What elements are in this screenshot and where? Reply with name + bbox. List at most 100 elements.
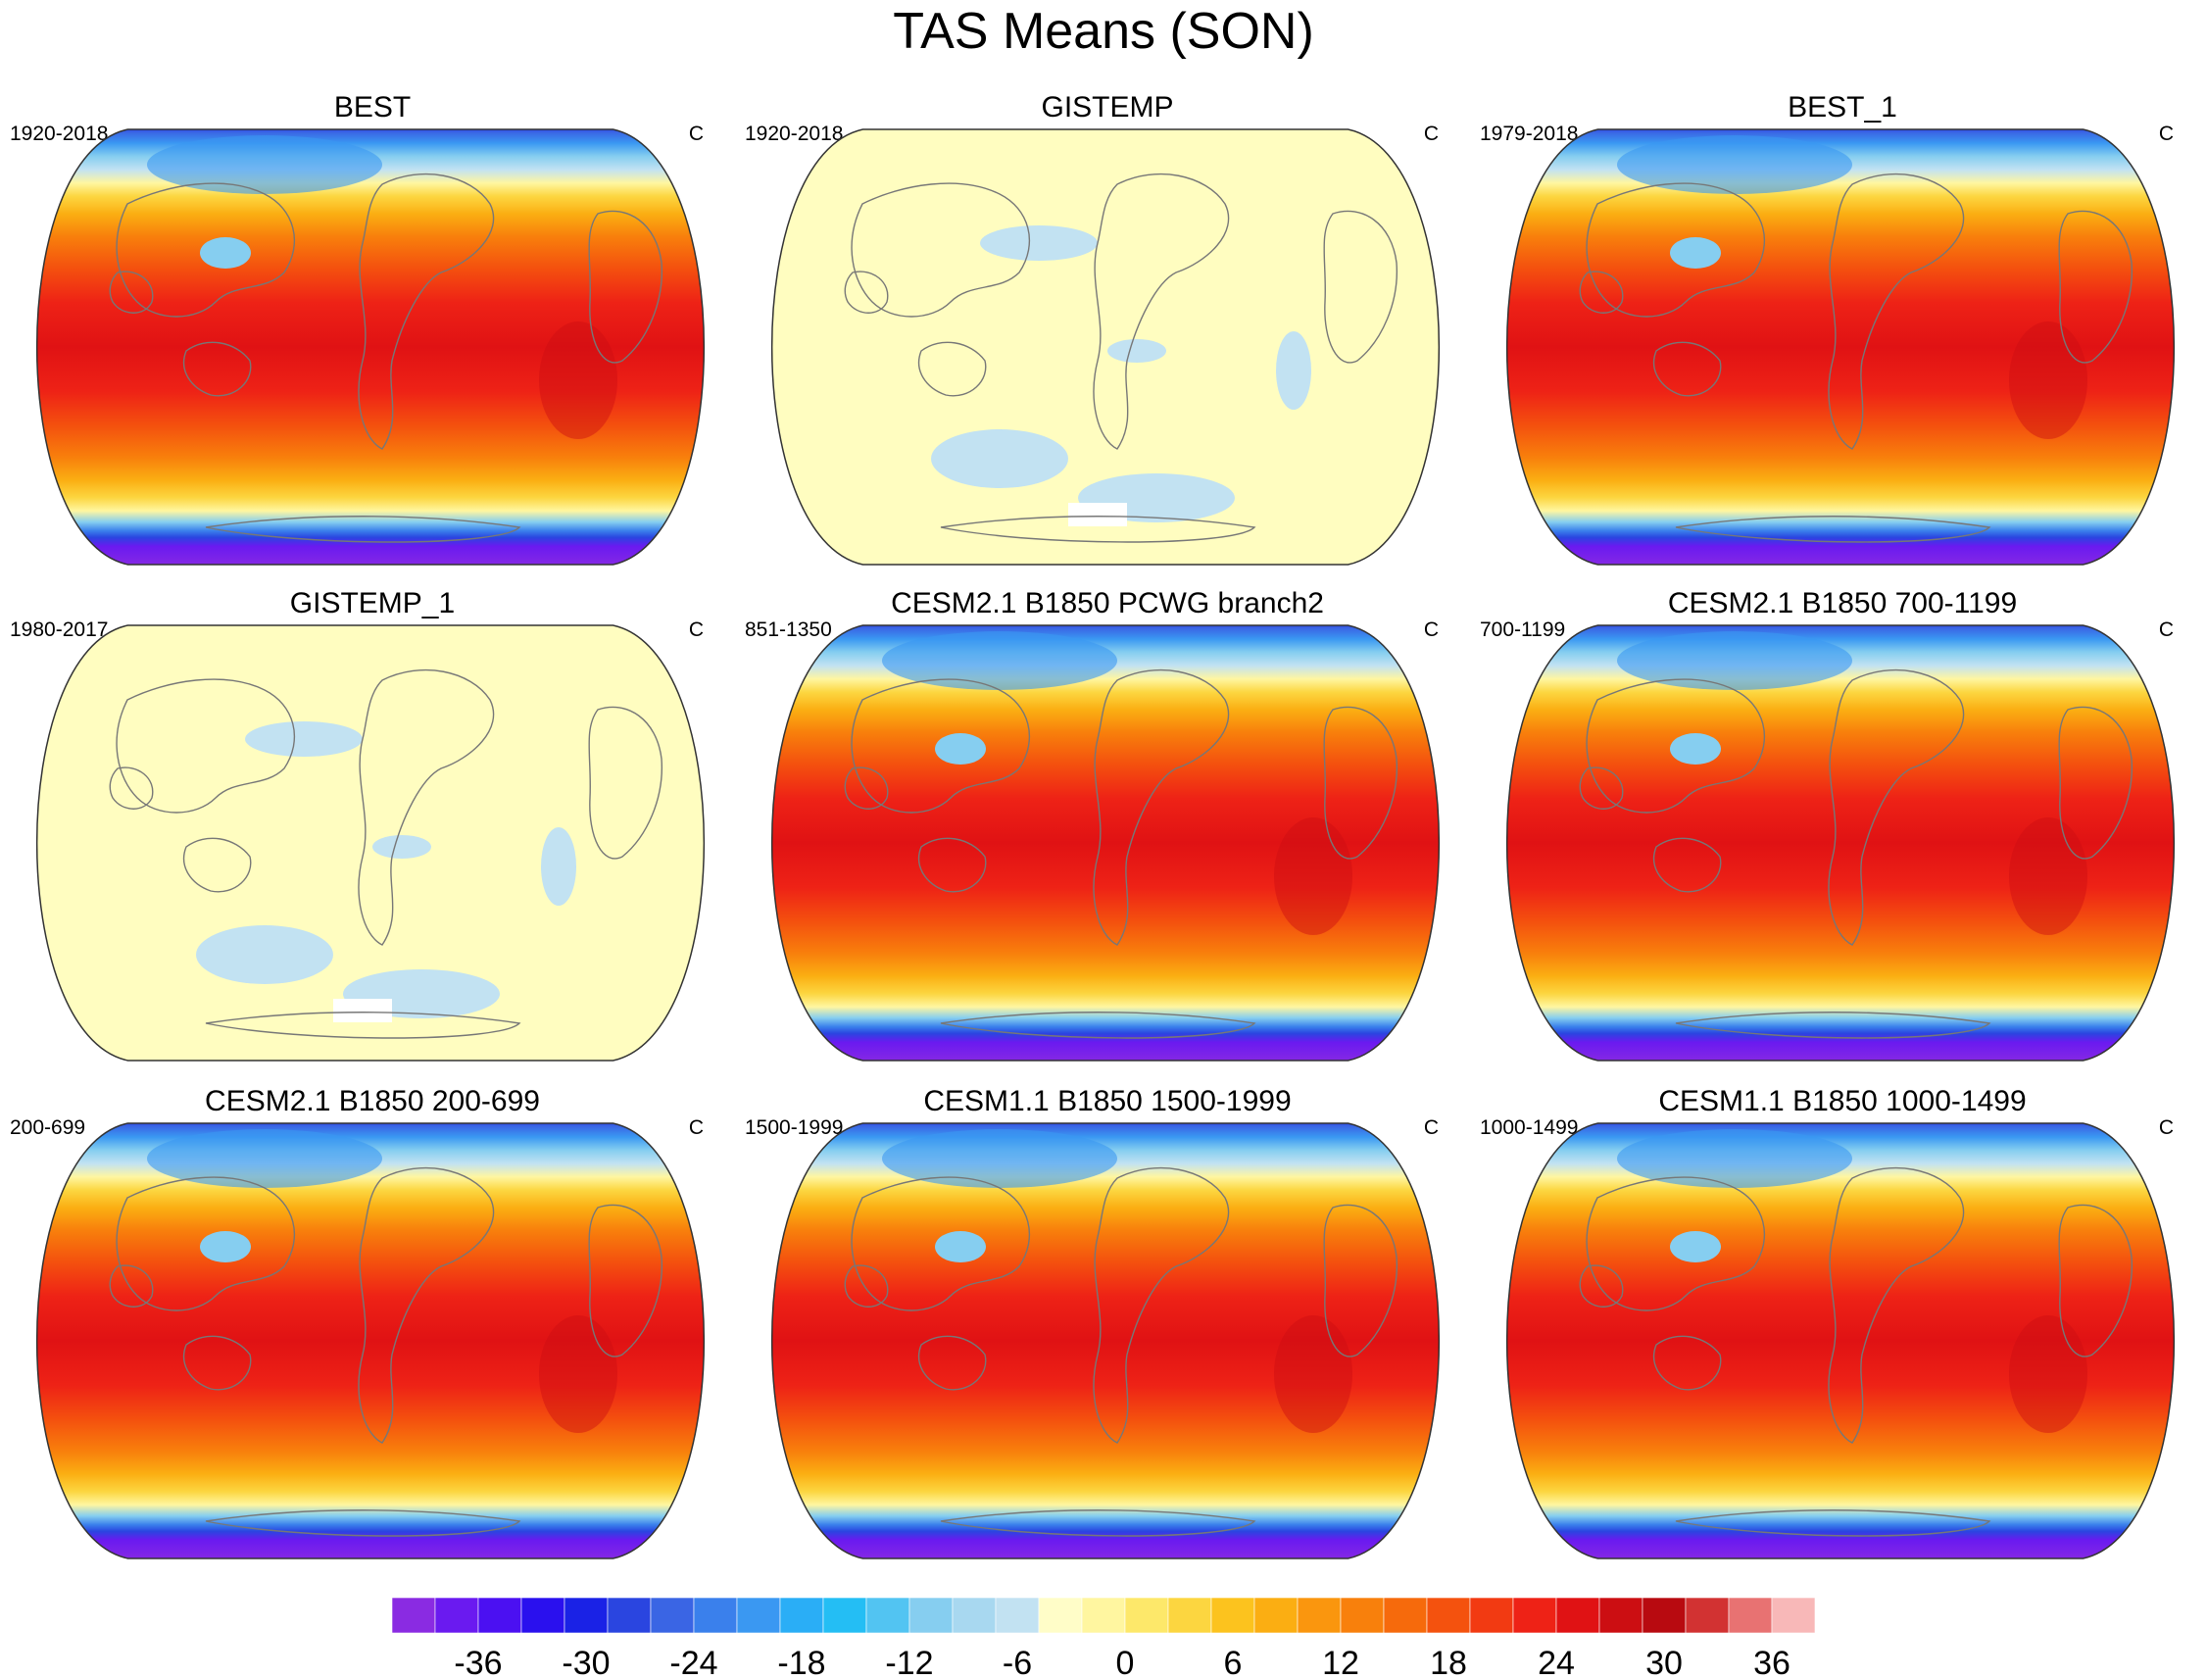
colorbar-swatch [1210, 1598, 1255, 1634]
map-panel: CESM1.1 B1850 1500-1999 1500-1999 C [745, 1084, 1470, 1574]
colorbar-swatch [1598, 1598, 1643, 1634]
panel-title: GISTEMP_1 [289, 587, 456, 619]
cold-anomaly-region [931, 429, 1068, 488]
map-projection [770, 128, 1441, 566]
coastline [1579, 1264, 1624, 1308]
panel-period: 851-1350 [745, 618, 832, 641]
colorbar-tick-label: 6 [1224, 1645, 1243, 1680]
panel-period: 1920-2018 [10, 123, 109, 145]
colorbar-swatch [995, 1598, 1040, 1634]
coastline [2058, 210, 2133, 364]
map-projection [35, 624, 706, 1062]
coastline [1586, 678, 1766, 814]
coastline [1323, 1204, 1398, 1358]
colorbar-swatch [693, 1598, 738, 1634]
colorbar-tick-label: -36 [454, 1645, 502, 1680]
coastline [940, 1509, 1256, 1537]
map-border [35, 1122, 706, 1559]
colorbar-tick-label: 36 [1753, 1645, 1790, 1680]
coastline [1093, 1166, 1230, 1444]
coastline [1828, 173, 1965, 450]
coastline [851, 1176, 1031, 1311]
map-border [1505, 624, 2176, 1062]
colorbar-swatch [1555, 1598, 1600, 1634]
temperature-field [36, 129, 705, 565]
coastline [1579, 766, 1624, 810]
panel-units: C [2158, 1116, 2174, 1139]
arctic-cold-region [882, 1129, 1117, 1188]
panel-title: CESM2.1 B1850 200-699 [205, 1085, 540, 1117]
coastline [358, 1166, 495, 1444]
panel-title: CESM1.1 B1850 1500-1999 [923, 1085, 1292, 1117]
panel-units: C [1423, 618, 1439, 641]
map-border [1505, 1122, 2176, 1559]
missing-data-region [333, 999, 392, 1022]
coastline [182, 837, 252, 893]
colorbar-swatch [1167, 1598, 1212, 1634]
cold-anomaly-region [245, 721, 363, 757]
coastline [1828, 668, 1965, 946]
colorbar-swatch [1685, 1598, 1730, 1634]
colorbar: -36 -30 -24 -18 -12 -6 0 6 12 18 24 30 36 [392, 1598, 1815, 1680]
map-panel: CESM1.1 B1850 1000-1499 1000-1499 C [1480, 1084, 2205, 1574]
panel-period: 1500-1999 [745, 1116, 844, 1139]
panel-period: 700-1199 [1480, 618, 1566, 641]
coastline [1828, 1166, 1965, 1444]
tibet-cold-region [200, 237, 251, 269]
colorbar-swatch [779, 1598, 824, 1634]
tibet-cold-region [1670, 733, 1721, 765]
warm-region [539, 321, 617, 439]
map-projection [35, 1122, 706, 1559]
coastline [1652, 341, 1722, 397]
coastline [205, 1012, 521, 1039]
coastline [1093, 668, 1230, 946]
coastline [205, 1509, 521, 1537]
arctic-cold-region [147, 135, 382, 194]
panel-period: 1980-2017 [10, 618, 109, 641]
colorbar-swatch [1426, 1598, 1471, 1634]
warm-region [2009, 817, 2087, 935]
coastline [588, 1204, 663, 1358]
missing-data-region [1068, 503, 1127, 526]
coastline [109, 1264, 154, 1308]
coastline [588, 706, 663, 860]
colorbar-swatch [1728, 1598, 1773, 1634]
map-projection [1505, 624, 2176, 1062]
coastline [940, 1012, 1256, 1039]
colorbar-tick-label: 12 [1322, 1645, 1359, 1680]
coastline [1675, 516, 1991, 543]
coastline [358, 668, 495, 946]
coastline [1093, 173, 1230, 450]
panel-period: 200-699 [10, 1116, 86, 1139]
coastline [116, 678, 296, 814]
cold-anomaly-region [541, 827, 576, 906]
colorbar-swatch [1469, 1598, 1514, 1634]
colorbar-swatch [477, 1598, 522, 1634]
coastline [851, 678, 1031, 814]
cold-anomaly-region [1107, 339, 1166, 363]
map-projection [770, 1122, 1441, 1559]
coastline [917, 1335, 987, 1391]
panel-title: CESM2.1 B1850 700-1199 [1667, 587, 2018, 619]
colorbar-tick-label: -18 [777, 1645, 825, 1680]
tibet-cold-region [935, 733, 986, 765]
tibet-cold-region [935, 1231, 986, 1262]
cold-anomaly-region [1276, 331, 1311, 410]
panel-title: BEST [333, 91, 412, 124]
map-panel: BEST 1920-2018 C [10, 90, 735, 580]
colorbar-swatch [908, 1598, 954, 1634]
coastline [844, 1264, 889, 1308]
coastline [205, 516, 521, 543]
warm-region [539, 1315, 617, 1433]
panel-title: CESM1.1 B1850 1000-1499 [1658, 1085, 2027, 1117]
tibet-cold-region [1670, 237, 1721, 269]
cold-anomaly-region [980, 225, 1098, 261]
map-border [770, 1122, 1441, 1559]
coastline [1323, 706, 1398, 860]
colorbar-tick-label: 30 [1645, 1645, 1683, 1680]
coastline [182, 1335, 252, 1391]
coastline [109, 766, 154, 810]
colorbar-tick-label: -6 [1003, 1645, 1032, 1680]
coastline [1675, 1509, 1991, 1537]
map-projection [1505, 1122, 2176, 1559]
